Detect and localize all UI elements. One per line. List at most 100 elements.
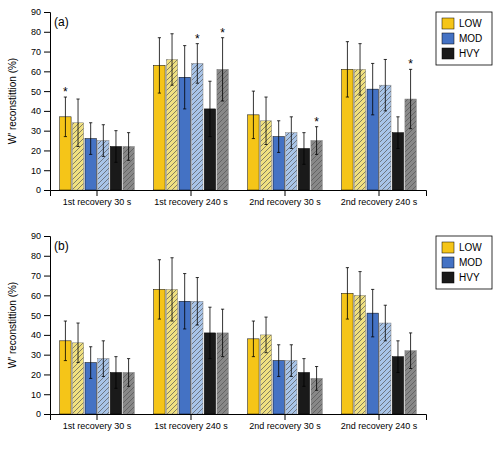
plot-area: [60, 34, 417, 190]
y-tick-mark: [44, 91, 50, 92]
error-bar: [158, 260, 161, 319]
x-tick-label: 2nd recovery 30 s: [249, 421, 321, 431]
y-tick-mark: [44, 276, 50, 277]
y-tick: 30: [31, 350, 50, 360]
error-bar: [302, 133, 305, 165]
x-tick-mark: [285, 414, 286, 420]
y-tick: 30: [31, 126, 50, 136]
error-bar: [264, 317, 267, 353]
error-bar: [346, 268, 349, 319]
y-tick: 40: [31, 106, 50, 116]
y-tick-mark: [44, 111, 50, 112]
x-tick-mark: [379, 414, 380, 420]
panel-title: (a): [54, 15, 69, 29]
error-bar: [290, 345, 293, 377]
legend-entry: LOW: [442, 18, 482, 29]
x-tick-mark: [97, 190, 98, 196]
y-tick-label: 0: [36, 185, 41, 195]
y-tick-label: 40: [31, 106, 41, 116]
error-bar: [384, 305, 387, 341]
error-bar: [409, 69, 412, 128]
legend: LOW MOD HVY: [436, 12, 492, 65]
error-bar: [76, 99, 79, 146]
x-tick-label: 1st recovery 240 s: [154, 421, 228, 431]
legend-label: HVY: [459, 272, 480, 283]
series: [85, 46, 378, 190]
axis-line: [44, 13, 51, 191]
error-bar: [252, 321, 255, 357]
y-tick-label: 20: [31, 146, 41, 156]
y-tick: 60: [31, 291, 50, 301]
y-tick: 10: [31, 390, 50, 400]
y-tick-mark: [44, 12, 50, 13]
y-tick: 20: [31, 370, 50, 380]
y-tick-label: 70: [31, 47, 41, 57]
y-tick: 50: [31, 86, 50, 96]
x-tick: 2nd recovery 240 s: [341, 190, 418, 207]
error-bar: [315, 127, 318, 155]
panel: 01020304050607080901st recovery 30 s1st …: [7, 231, 492, 431]
y-tick-label: 50: [31, 86, 41, 96]
y-tick-label: 60: [31, 67, 41, 77]
series: [72, 34, 365, 190]
x-tick: 1st recovery 240 s: [154, 414, 228, 431]
y-tick: 10: [31, 166, 50, 176]
y-tick-mark: [44, 414, 50, 415]
y-tick-mark: [44, 355, 50, 356]
error-bar: [208, 81, 211, 136]
x-tick-mark: [191, 190, 192, 196]
y-tick: 0: [36, 185, 50, 195]
error-bar: [358, 44, 361, 95]
error-bar: [396, 117, 399, 149]
y-tick-label: 30: [31, 350, 41, 360]
error-bar: [277, 121, 280, 153]
error-bar: [221, 38, 224, 101]
legend-entry: HVY: [442, 48, 480, 59]
error-bar: [89, 123, 92, 155]
plot-area: [60, 258, 417, 414]
error-bar: [277, 345, 280, 377]
y-tick-mark: [44, 190, 50, 191]
series: [72, 258, 365, 414]
error-bar: [102, 125, 105, 157]
y-tick-label: 90: [31, 231, 41, 241]
y-axis: 0102030405060708090: [31, 231, 51, 419]
x-tick-label: 1st recovery 240 s: [154, 197, 228, 207]
y-tick-label: 40: [31, 330, 41, 340]
legend-label: MOD: [459, 33, 482, 44]
x-axis: 1st recovery 30 s 1st recovery 240 s 2nd r…: [51, 190, 427, 207]
legend-swatch: [442, 242, 454, 253]
legend-swatch: [442, 33, 454, 44]
y-tick: 40: [31, 330, 50, 340]
y-tick-label: 80: [31, 251, 41, 261]
series: [98, 278, 391, 414]
legend: LOWMODHVY: [436, 236, 492, 289]
y-tick-mark: [44, 150, 50, 151]
y-tick: 50: [31, 310, 50, 320]
error-bar: [384, 59, 387, 110]
annotation: *: [408, 57, 413, 71]
x-tick-label: 2nd recovery 240 s: [341, 421, 418, 431]
series: [123, 38, 416, 190]
axis-line: [51, 191, 427, 197]
y-tick-mark: [44, 295, 50, 296]
x-tick-mark: [379, 190, 380, 196]
y-tick-mark: [44, 131, 50, 132]
x-tick-label: 1st recovery 30 s: [63, 197, 132, 207]
error-bar: [371, 63, 374, 114]
y-tick-mark: [44, 170, 50, 171]
legend-frame: [436, 12, 492, 65]
y-tick-label: 50: [31, 310, 41, 320]
x-tick-label: 1st recovery 30 s: [63, 421, 132, 431]
error-bar: [315, 367, 318, 391]
error-bar: [102, 341, 105, 377]
legend-entry: MOD: [442, 257, 482, 268]
legend-swatch: [442, 18, 454, 29]
y-tick: 70: [31, 47, 50, 57]
legend-entry: HVY: [442, 272, 480, 283]
y-tick-label: 80: [31, 27, 41, 37]
error-bar: [183, 274, 186, 329]
series: [60, 260, 353, 414]
x-tick: 2nd recovery 30 s: [249, 190, 321, 207]
y-tick-label: 60: [31, 291, 41, 301]
